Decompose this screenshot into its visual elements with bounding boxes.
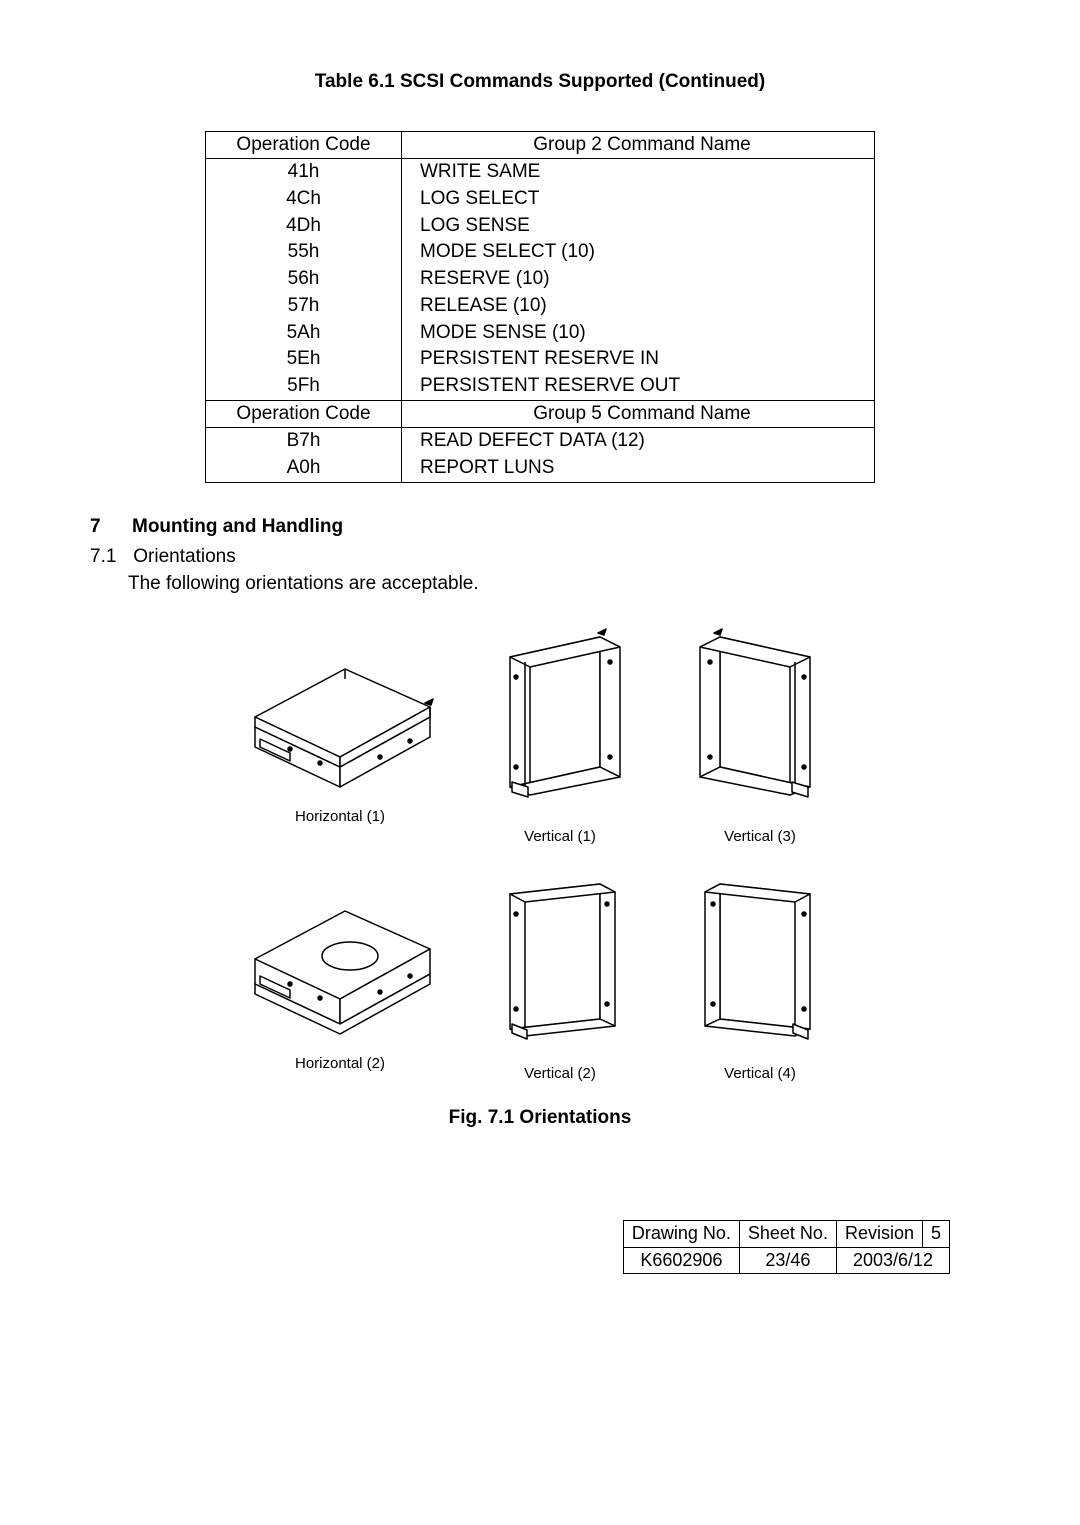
g2-name: RELEASE (10) bbox=[402, 293, 875, 320]
section-number: 7 bbox=[90, 515, 114, 540]
subsection-number: 7.1 bbox=[90, 545, 128, 570]
footer-table: Drawing No. Sheet No. Revision 5 K660290… bbox=[623, 1220, 950, 1274]
footer-revision-label: Revision bbox=[836, 1221, 922, 1247]
section-body: The following orientations are acceptabl… bbox=[128, 572, 990, 597]
g2-code: 4Dh bbox=[206, 213, 402, 240]
g5-name: REPORT LUNS bbox=[402, 455, 875, 482]
subsection-title: Orientations bbox=[133, 546, 235, 567]
fig-label-v3: Vertical (3) bbox=[670, 827, 850, 847]
g2-code: 5Ah bbox=[206, 320, 402, 347]
g2-code: 57h bbox=[206, 293, 402, 320]
g2-name: LOG SELECT bbox=[402, 186, 875, 213]
drive-vertical-4-icon bbox=[685, 864, 835, 1054]
fig-label-h2: Horizontal (2) bbox=[230, 1054, 450, 1074]
g2-code: 41h bbox=[206, 159, 402, 186]
g5-code: A0h bbox=[206, 455, 402, 482]
g5-code: B7h bbox=[206, 428, 402, 455]
footer-sheet-no: 23/46 bbox=[739, 1247, 836, 1273]
group2-head-name: Group 2 Command Name bbox=[402, 131, 875, 159]
g2-name: WRITE SAME bbox=[402, 159, 875, 186]
footer-drawing-no-label: Drawing No. bbox=[623, 1221, 739, 1247]
g2-name: MODE SENSE (10) bbox=[402, 320, 875, 347]
g2-name: LOG SENSE bbox=[402, 213, 875, 240]
scsi-commands-table: Operation Code Group 2 Command Name 41hW… bbox=[205, 131, 875, 483]
g2-name: PERSISTENT RESERVE IN bbox=[402, 346, 875, 373]
g2-code: 5Fh bbox=[206, 373, 402, 400]
table-title: Table 6.1 SCSI Commands Supported (Conti… bbox=[90, 70, 990, 95]
g2-code: 4Ch bbox=[206, 186, 402, 213]
g2-name: RESERVE (10) bbox=[402, 266, 875, 293]
drive-vertical-2-icon bbox=[485, 864, 635, 1054]
footer-sheet-no-label: Sheet No. bbox=[739, 1221, 836, 1247]
figure-caption: Fig. 7.1 Orientations bbox=[90, 1106, 990, 1131]
drive-vertical-1-icon bbox=[480, 617, 640, 817]
footer-revision-num: 5 bbox=[922, 1221, 949, 1247]
fig-label-h1: Horizontal (1) bbox=[230, 807, 450, 827]
g2-code: 56h bbox=[206, 266, 402, 293]
group5-head-code: Operation Code bbox=[206, 400, 402, 428]
g2-code: 5Eh bbox=[206, 346, 402, 373]
drive-horizontal-1-icon bbox=[235, 617, 445, 797]
g2-code: 55h bbox=[206, 239, 402, 266]
footer-drawing-no: K6602906 bbox=[623, 1247, 739, 1273]
section-title: Mounting and Handling bbox=[132, 515, 343, 540]
fig-label-v1: Vertical (1) bbox=[470, 827, 650, 847]
drive-vertical-3-icon bbox=[680, 617, 840, 817]
g2-name: MODE SELECT (10) bbox=[402, 239, 875, 266]
g2-name: PERSISTENT RESERVE OUT bbox=[402, 373, 875, 400]
fig-label-v4: Vertical (4) bbox=[670, 1064, 850, 1084]
group2-head-code: Operation Code bbox=[206, 131, 402, 159]
g5-name: READ DEFECT DATA (12) bbox=[402, 428, 875, 455]
drive-horizontal-2-icon bbox=[235, 864, 445, 1044]
orientation-figure: Horizontal (1) Vertical (1) bbox=[90, 617, 990, 1084]
group5-head-name: Group 5 Command Name bbox=[402, 400, 875, 428]
fig-label-v2: Vertical (2) bbox=[470, 1064, 650, 1084]
footer-date: 2003/6/12 bbox=[836, 1247, 949, 1273]
